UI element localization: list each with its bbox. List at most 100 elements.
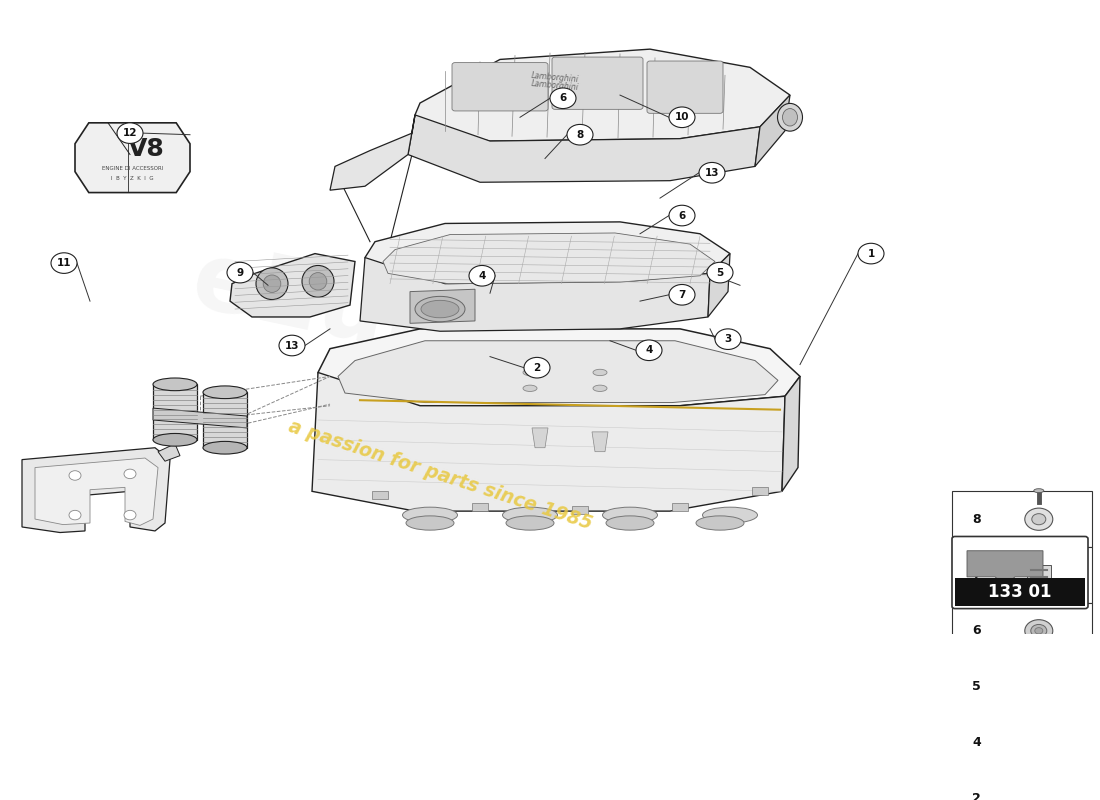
Text: 1: 1 <box>868 249 875 258</box>
Circle shape <box>858 243 884 264</box>
Bar <box>952 714 1092 770</box>
Polygon shape <box>592 432 608 452</box>
Text: V8: V8 <box>128 138 165 162</box>
Polygon shape <box>365 222 730 284</box>
Polygon shape <box>1025 683 1053 699</box>
Text: 6: 6 <box>679 210 685 221</box>
Ellipse shape <box>1030 772 1048 780</box>
Polygon shape <box>410 290 475 323</box>
Ellipse shape <box>522 370 537 376</box>
Ellipse shape <box>1025 620 1053 642</box>
Polygon shape <box>318 329 800 406</box>
Polygon shape <box>360 258 710 331</box>
Text: 5: 5 <box>716 268 724 278</box>
Polygon shape <box>230 254 355 317</box>
FancyBboxPatch shape <box>552 57 644 110</box>
Ellipse shape <box>1032 514 1046 525</box>
Text: 6: 6 <box>972 624 981 638</box>
Ellipse shape <box>1026 732 1052 753</box>
Ellipse shape <box>696 516 744 530</box>
Ellipse shape <box>603 507 658 523</box>
Ellipse shape <box>204 386 248 398</box>
Bar <box>955 578 1085 606</box>
Ellipse shape <box>124 469 136 478</box>
Text: 10: 10 <box>674 112 690 122</box>
Ellipse shape <box>302 266 334 297</box>
Circle shape <box>669 206 695 226</box>
Polygon shape <box>22 448 170 533</box>
Ellipse shape <box>124 510 136 520</box>
Polygon shape <box>153 408 248 428</box>
Ellipse shape <box>703 507 758 523</box>
Bar <box>952 770 1092 800</box>
Polygon shape <box>383 233 715 284</box>
Circle shape <box>279 335 305 356</box>
Bar <box>952 603 1092 658</box>
Polygon shape <box>708 254 730 317</box>
Ellipse shape <box>593 370 607 376</box>
Ellipse shape <box>522 385 537 391</box>
Circle shape <box>550 88 576 109</box>
Polygon shape <box>75 123 190 193</box>
Text: 4: 4 <box>972 736 981 749</box>
Text: 2: 2 <box>972 792 981 800</box>
Polygon shape <box>204 392 248 448</box>
Circle shape <box>469 266 495 286</box>
Polygon shape <box>312 373 785 511</box>
FancyBboxPatch shape <box>647 61 723 114</box>
Ellipse shape <box>593 385 607 391</box>
Text: 3: 3 <box>725 334 732 344</box>
Text: 8: 8 <box>576 130 584 140</box>
Text: 4: 4 <box>478 270 486 281</box>
Text: Lamborghini: Lamborghini <box>531 79 580 92</box>
Ellipse shape <box>204 442 248 454</box>
Circle shape <box>524 358 550 378</box>
Text: 6: 6 <box>560 94 566 103</box>
Circle shape <box>51 253 77 274</box>
Polygon shape <box>755 95 790 166</box>
Text: eEuroparts: eEuroparts <box>184 234 777 446</box>
Text: 5: 5 <box>972 680 981 693</box>
Ellipse shape <box>69 510 81 520</box>
Bar <box>572 506 588 514</box>
Text: I  B  Y  Z  K  I  G: I B Y Z K I G <box>111 176 154 181</box>
Polygon shape <box>35 458 158 526</box>
Text: 11: 11 <box>57 258 72 268</box>
Polygon shape <box>415 49 790 141</box>
Polygon shape <box>782 377 800 491</box>
FancyBboxPatch shape <box>452 62 548 111</box>
Ellipse shape <box>506 516 554 530</box>
Bar <box>952 491 1092 547</box>
Circle shape <box>715 329 741 350</box>
Ellipse shape <box>782 109 797 126</box>
Circle shape <box>669 107 695 127</box>
Ellipse shape <box>263 275 280 293</box>
Ellipse shape <box>1031 670 1047 683</box>
Text: Lamborghini: Lamborghini <box>531 71 580 84</box>
Ellipse shape <box>606 516 654 530</box>
Bar <box>472 503 488 511</box>
Circle shape <box>669 285 695 305</box>
Ellipse shape <box>503 507 558 523</box>
Text: 8: 8 <box>972 513 981 526</box>
Polygon shape <box>967 550 1043 585</box>
Polygon shape <box>330 115 415 190</box>
Ellipse shape <box>415 296 465 322</box>
FancyBboxPatch shape <box>952 537 1088 609</box>
Circle shape <box>566 125 593 145</box>
Circle shape <box>707 262 733 283</box>
Ellipse shape <box>778 103 803 131</box>
Text: 7: 7 <box>679 290 685 300</box>
Ellipse shape <box>403 507 458 523</box>
Circle shape <box>698 162 725 183</box>
Text: 13: 13 <box>705 168 719 178</box>
Text: 9: 9 <box>236 268 243 278</box>
Text: a passion for parts since 1985: a passion for parts since 1985 <box>286 418 594 534</box>
Ellipse shape <box>1032 737 1046 748</box>
Polygon shape <box>1026 566 1050 585</box>
Bar <box>952 658 1092 714</box>
Bar <box>752 487 768 495</box>
Polygon shape <box>338 341 778 402</box>
Ellipse shape <box>256 268 288 299</box>
Ellipse shape <box>1035 628 1043 634</box>
